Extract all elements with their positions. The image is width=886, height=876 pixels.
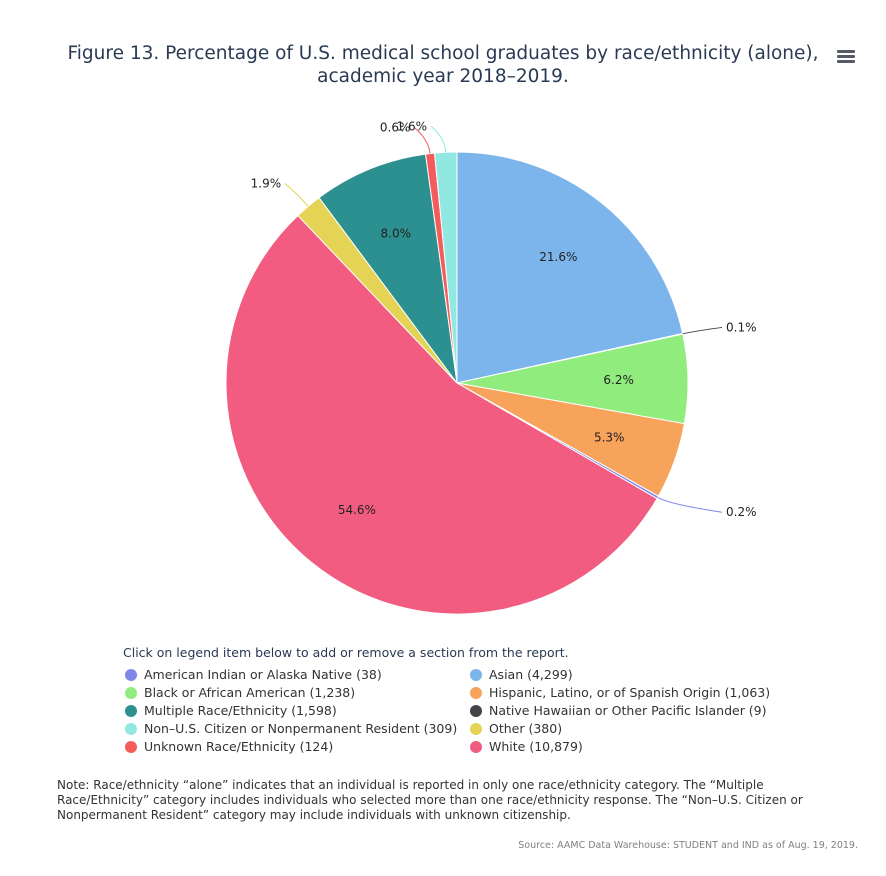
- chart-menu-icon[interactable]: [834, 46, 858, 68]
- pie-slice-label: 0.2%: [726, 505, 757, 519]
- legend-label: Black or African American (1,238): [144, 685, 356, 700]
- pie-leader-line: [430, 125, 447, 153]
- legend-marker-icon: [470, 669, 482, 681]
- legend-marker-icon: [125, 741, 137, 753]
- pie-leader-line: [284, 183, 309, 207]
- legend-marker-icon: [125, 723, 137, 735]
- pie-slice[interactable]: [318, 153, 458, 384]
- pie-slice[interactable]: [225, 214, 658, 615]
- pie-slice-label: 1.6%: [397, 119, 428, 133]
- legend-label: Asian (4,299): [489, 667, 573, 682]
- legend-marker-icon: [125, 705, 137, 717]
- chart-title: Figure 13. Percentage of U.S. medical sc…: [60, 42, 826, 88]
- pie-slice-label: 54.6%: [338, 503, 376, 517]
- legend-marker-icon: [470, 687, 482, 699]
- menu-icon-bar: [837, 60, 855, 63]
- pie-leader-line: [414, 127, 431, 154]
- pie-leader-lines: [284, 125, 723, 513]
- chart-title-line1: Figure 13. Percentage of U.S. medical sc…: [67, 43, 819, 64]
- pie-slice-label: 21.6%: [539, 250, 577, 264]
- chart-note: Note: Race/ethnicity “alone” indicates t…: [57, 778, 803, 822]
- pie-slice-label: 0.6%: [380, 121, 411, 135]
- pie-slice[interactable]: [456, 151, 684, 384]
- menu-icon-bar: [837, 50, 855, 53]
- legend-marker-icon: [470, 705, 482, 717]
- pie-slice-label: 5.3%: [594, 431, 625, 445]
- pie-chart: 21.6% 0.1% 6.2% 5.3% 0.2% 54.6% 1.9% 8.0% 0.6%1.…: [225, 119, 757, 615]
- legend-marker-icon: [470, 741, 482, 753]
- chart-source: Source: AAMC Data Warehouse: STUDENT and…: [518, 840, 858, 851]
- pie-leader-line: [682, 326, 723, 335]
- legend-label: Native Hawaiian or Other Pacific Islande…: [489, 703, 767, 718]
- legend-label: Non–U.S. Citizen or Nonpermanent Residen…: [144, 721, 458, 736]
- legend-label: Multiple Race/Ethnicity (1,598): [144, 703, 337, 718]
- menu-icon-bar: [837, 55, 855, 58]
- legend-label: Hispanic, Latino, or of Spanish Origin (…: [489, 685, 771, 700]
- legend-caption: Click on legend item below to add or rem…: [123, 645, 569, 660]
- pie-labels: 21.6% 0.1% 6.2% 5.3% 0.2% 54.6% 1.9% 8.0% 0.6%1.…: [251, 119, 757, 519]
- legend-label: Other (380): [489, 721, 563, 736]
- chart-title-line2: academic year 2018–2019.: [317, 66, 569, 87]
- legend-marker-icon: [125, 687, 137, 699]
- pie-slice-label: 1.9%: [251, 177, 282, 191]
- legend-label: Unknown Race/Ethnicity (124): [144, 739, 334, 754]
- legend-marker-icon: [470, 723, 482, 735]
- legend-label: White (10,879): [489, 739, 583, 754]
- legend-marker-icon: [125, 669, 137, 681]
- pie-slice-label: 6.2%: [603, 373, 634, 387]
- legend-label: American Indian or Alaska Native (38): [144, 667, 382, 682]
- pie-slice-label: 0.1%: [726, 320, 757, 334]
- pie-leader-line: [657, 496, 723, 513]
- pie-slice-label: 8.0%: [381, 226, 412, 240]
